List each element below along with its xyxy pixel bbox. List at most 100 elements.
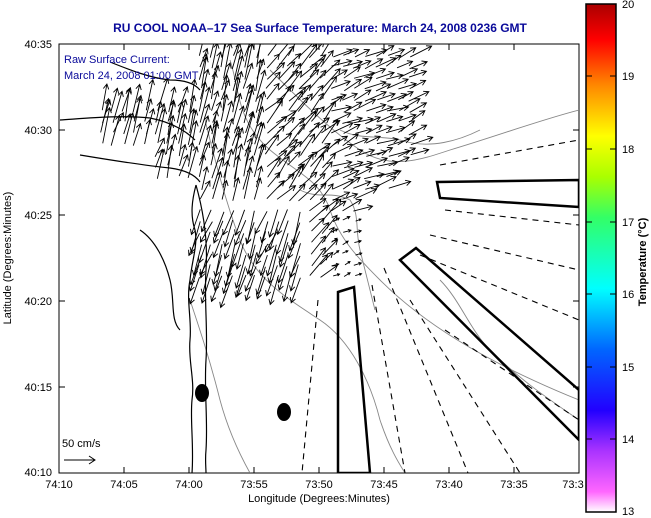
current-arrow	[124, 112, 135, 145]
current-arrow	[176, 100, 184, 123]
current-arrow	[342, 198, 363, 212]
current-arrow	[253, 177, 263, 200]
current-arrow	[255, 243, 269, 265]
current-arrow	[211, 254, 222, 286]
current-arrow	[287, 151, 301, 166]
current-arrow	[375, 125, 393, 134]
current-arrow	[399, 98, 421, 112]
current-arrow	[177, 86, 189, 113]
current-arrow	[234, 254, 247, 289]
current-arrow	[212, 156, 225, 190]
current-arrow	[232, 54, 245, 91]
current-arrow	[200, 264, 211, 296]
current-arrow	[342, 192, 359, 200]
current-arrow	[330, 228, 339, 233]
current-arrow	[199, 253, 213, 276]
current-arrow	[253, 105, 265, 135]
current-arrow	[408, 124, 428, 136]
current-arrow	[353, 229, 363, 234]
colorbar-tick-label: 17	[622, 217, 634, 229]
current-arrow	[198, 115, 210, 145]
radial-dashed-lines	[301, 139, 579, 473]
current-arrow	[188, 277, 200, 305]
x-tick-label: 74:05	[110, 479, 138, 491]
current-arrow	[331, 80, 352, 89]
colorbar-label: Temperature (°C)	[637, 217, 649, 306]
colorbar-tick-label: 20	[622, 0, 634, 11]
colorbar-tick-labels: 20 19 18 17 16 15 14 13	[622, 0, 634, 518]
x-tick-label: 73:45	[370, 479, 398, 491]
current-arrow	[319, 59, 341, 79]
current-arrow	[223, 219, 234, 248]
current-arrow	[311, 217, 325, 232]
current-arrow	[396, 60, 414, 69]
current-arrow	[244, 44, 250, 68]
current-arrow	[300, 44, 318, 67]
axis-ticks	[58, 43, 580, 474]
current-arrow	[409, 60, 429, 70]
current-arrow	[243, 145, 252, 177]
current-arrow	[212, 220, 224, 244]
current-arrow	[388, 156, 410, 167]
y-tick-label: 40:35	[24, 39, 52, 51]
current-arrow	[410, 147, 430, 156]
colorbar-tick-label: 16	[622, 289, 634, 301]
current-arrow	[343, 229, 352, 233]
current-arrow	[319, 161, 333, 177]
current-arrow	[353, 98, 377, 111]
current-arrow	[309, 54, 327, 68]
current-arrow	[276, 132, 293, 146]
current-arrow	[243, 111, 256, 146]
current-arrow	[376, 71, 395, 79]
scale-arrow	[64, 455, 96, 465]
x-tick-label: 73:55	[240, 479, 268, 491]
current-arrow	[234, 70, 244, 102]
current-arrow	[157, 107, 168, 144]
current-arrow	[364, 67, 387, 78]
buoy-marker	[195, 384, 209, 402]
current-arrow	[276, 209, 288, 236]
current-arrow	[211, 122, 220, 155]
current-arrow	[155, 100, 163, 123]
current-arrow	[166, 144, 175, 178]
current-arrow	[210, 142, 218, 166]
current-arrow	[188, 264, 200, 292]
current-arrow	[308, 172, 326, 190]
current-arrow	[198, 81, 208, 112]
current-arrow	[376, 45, 395, 57]
x-tick-label: 73:40	[435, 479, 463, 491]
y-tick-label: 40:15	[24, 382, 52, 394]
current-arrow	[308, 44, 324, 59]
current-arrow	[353, 167, 374, 178]
current-arrow	[244, 266, 257, 292]
current-arrow	[201, 56, 209, 89]
current-arrow	[112, 90, 124, 123]
current-arrow	[299, 63, 319, 78]
current-arrow	[288, 123, 306, 147]
current-arrow	[376, 169, 400, 177]
current-arrow	[219, 275, 233, 309]
current-arrow	[300, 121, 320, 146]
current-arrow	[209, 44, 215, 58]
current-arrow	[222, 74, 230, 111]
current-arrow	[189, 78, 198, 112]
current-arrow	[375, 175, 397, 188]
current-arrow	[267, 157, 281, 178]
current-arrow	[398, 91, 414, 101]
current-arrow	[213, 266, 223, 292]
current-arrow	[233, 44, 239, 56]
current-arrow	[222, 100, 234, 133]
current-arrow	[298, 153, 314, 178]
current-arrow	[144, 118, 152, 145]
current-arrow	[297, 110, 317, 135]
current-arrow	[298, 69, 320, 90]
current-arrow	[288, 164, 304, 189]
current-arrow	[232, 76, 241, 113]
current-arrow	[343, 48, 360, 56]
current-arrow	[320, 183, 334, 201]
current-arrow	[409, 69, 428, 78]
current-arrow	[321, 226, 335, 244]
transect-outlines	[336, 178, 579, 473]
current-arrow	[211, 109, 219, 135]
current-arrow	[310, 92, 324, 113]
